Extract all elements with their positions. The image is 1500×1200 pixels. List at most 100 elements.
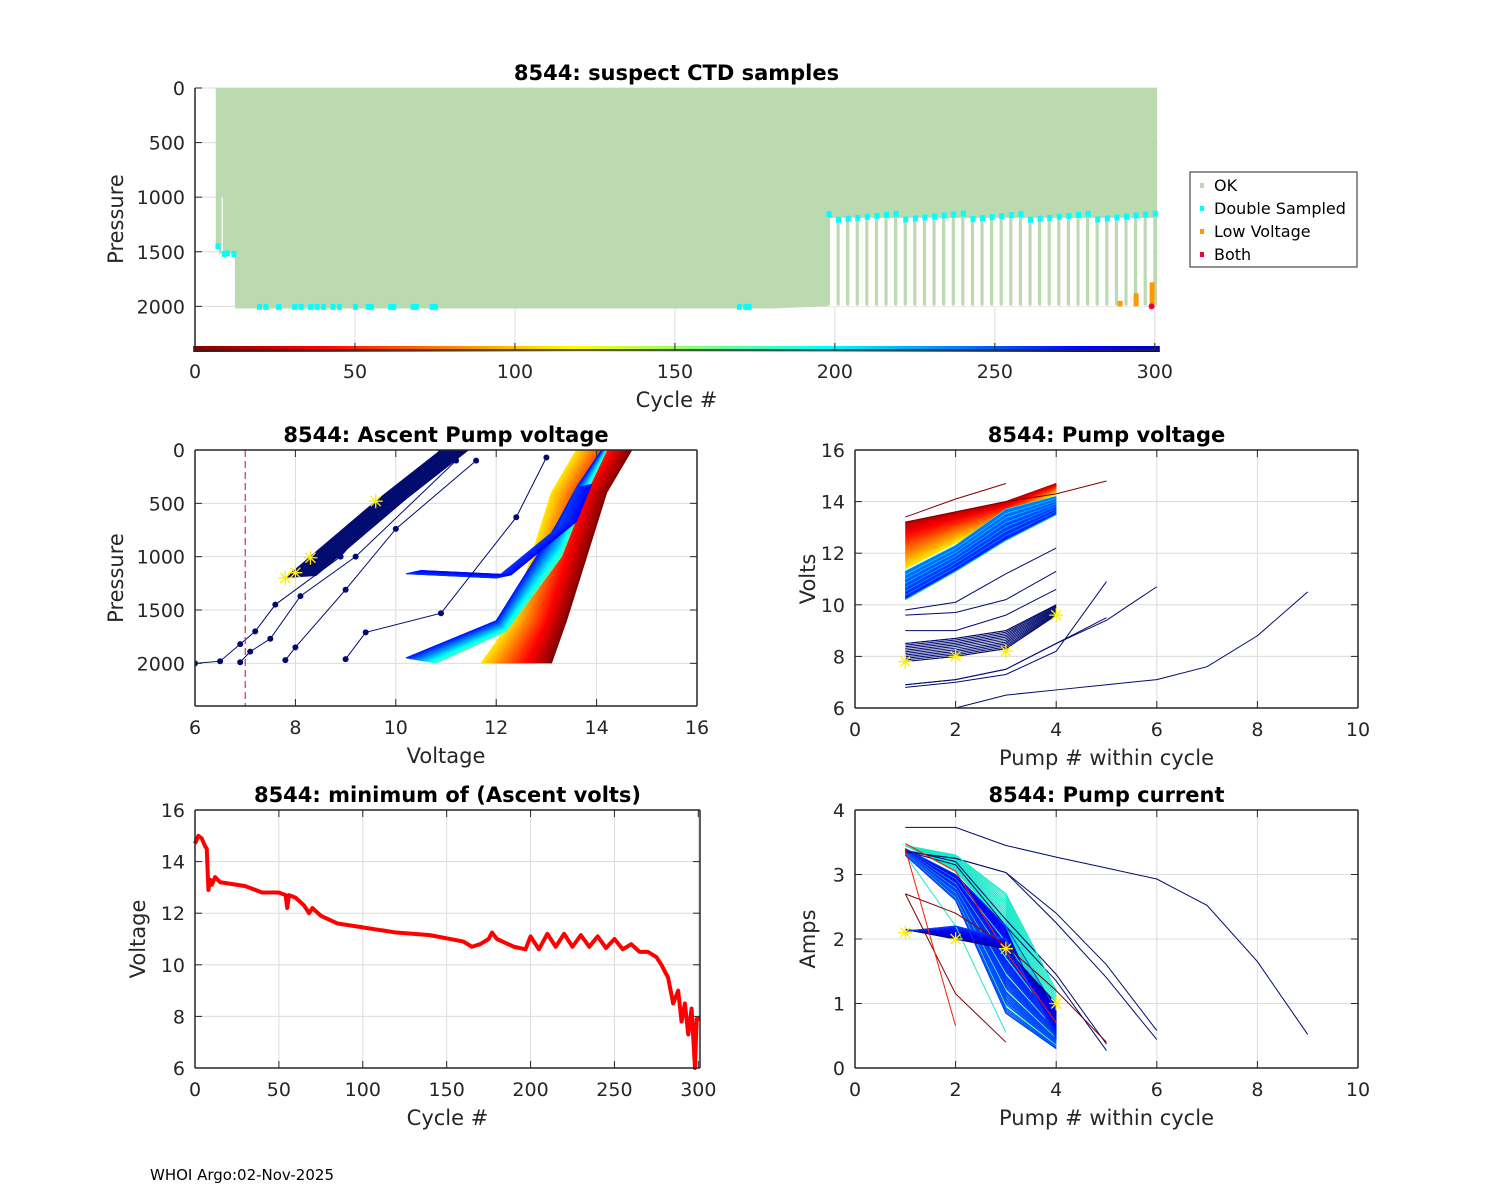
legend-marker (1200, 229, 1204, 234)
profile-bar (234, 88, 239, 309)
profile-bar (1066, 88, 1071, 306)
profile-bar (1114, 88, 1119, 306)
cycle-color-dot (922, 346, 927, 352)
ascent-profile-line (306, 450, 462, 577)
cycle-color-dot (983, 346, 988, 352)
profile-bar (327, 88, 332, 309)
profile-bar (295, 88, 300, 309)
ascent-profile-line (550, 450, 632, 664)
profile-gap (938, 217, 943, 307)
profile-bar (836, 88, 841, 306)
profile-bar (394, 88, 399, 309)
profile-bar (478, 88, 482, 309)
cycle-color-dot (369, 346, 373, 352)
cycle-color-dot (474, 346, 479, 352)
cycle-color-dot (420, 346, 424, 352)
profile-gap (967, 217, 972, 307)
profile-bar (516, 88, 521, 309)
profile-bar (250, 88, 255, 309)
cycle-color-dot (644, 346, 648, 352)
profile-bar (318, 88, 322, 309)
double-sampled-point (330, 303, 336, 310)
profile-bar (430, 88, 434, 309)
x-axis-label: Pump # within cycle (999, 746, 1214, 770)
double-sampled-point (1018, 211, 1024, 218)
low-voltage-mark (1117, 300, 1123, 307)
cycle-color-dot (529, 346, 533, 352)
pump-voltage-line (905, 610, 1057, 656)
ascent-profile-line (315, 450, 470, 577)
profile-bar (302, 88, 306, 309)
x-tick-label: 200 (817, 361, 853, 383)
profile-bar (238, 88, 242, 309)
y-tick-label: 0 (833, 1058, 845, 1080)
profile-bar (574, 88, 578, 309)
cycle-color-dot (541, 346, 546, 352)
profile-bar (913, 88, 918, 306)
profile-bar (961, 88, 966, 306)
profile-bar (1111, 88, 1116, 306)
profile-gap (1108, 217, 1113, 307)
cycle-color-dot (455, 346, 460, 352)
double-sampled-point (215, 243, 221, 250)
cycle-color-dot (1066, 346, 1071, 352)
profile-gap (974, 217, 978, 307)
profile-bar (993, 88, 998, 306)
ascent-profile-line (312, 450, 467, 577)
cycle-color-dot (743, 346, 748, 352)
y-tick-label: 12 (821, 543, 845, 565)
cycle-color-dot (423, 346, 428, 352)
cycle-color-dot (484, 346, 488, 352)
ascent-profile-line (290, 450, 447, 579)
ascent-profile-line (536, 450, 622, 664)
ascent-profile-line (288, 450, 446, 579)
pump-voltage-line (905, 612, 1057, 659)
pump-voltage-line (905, 604, 1057, 644)
y-tick-label: 3 (833, 865, 845, 887)
profile-bar (906, 88, 911, 306)
double-sampled-point (746, 303, 752, 310)
ascent-profile-line (285, 450, 442, 579)
legend-box (1189, 171, 1358, 268)
cycle-color-dot (941, 346, 946, 352)
cycle-color-dot (759, 346, 764, 352)
ascent-profile-line (528, 450, 615, 664)
ascent-point (282, 657, 289, 664)
profile-bar (414, 88, 418, 309)
profile-gap (842, 217, 847, 307)
cycle-color-dot (202, 346, 207, 352)
profile-bar (1105, 88, 1110, 306)
cycle-color-dot (333, 346, 338, 352)
profile-bar (532, 88, 537, 309)
profile-bar (558, 88, 562, 309)
double-sampled-point (231, 250, 237, 257)
pump-current-line (905, 851, 1158, 1040)
profile-bar (1070, 88, 1074, 306)
pump-current-line (905, 843, 1057, 1024)
cycle-color-dot (282, 346, 287, 352)
profile-gap (958, 217, 962, 307)
profile-bar (449, 88, 454, 309)
profile-bar (465, 88, 470, 309)
ascent-point (513, 514, 520, 521)
double-sampled-point (1104, 215, 1110, 222)
profile-bar (1102, 88, 1106, 306)
cycle-color-dot (1089, 346, 1093, 352)
profile-bar (980, 88, 985, 306)
profile-bar (730, 88, 735, 309)
profile-bar (494, 88, 498, 309)
double-sampled-point (736, 303, 742, 310)
profile-bar (321, 88, 326, 309)
pump-voltage-line (905, 607, 1057, 649)
highlight-star (368, 494, 383, 509)
profile-bar (481, 88, 486, 309)
profile-gap (1092, 217, 1097, 307)
profile-bar (218, 88, 223, 254)
cycle-color-dot (244, 346, 248, 352)
profile-bar (231, 88, 236, 254)
double-sampled-point (1143, 211, 1149, 218)
profile-bar (762, 88, 767, 309)
profile-gap (964, 217, 969, 307)
pump-current-line (904, 848, 957, 1027)
profile-gap (871, 217, 876, 307)
